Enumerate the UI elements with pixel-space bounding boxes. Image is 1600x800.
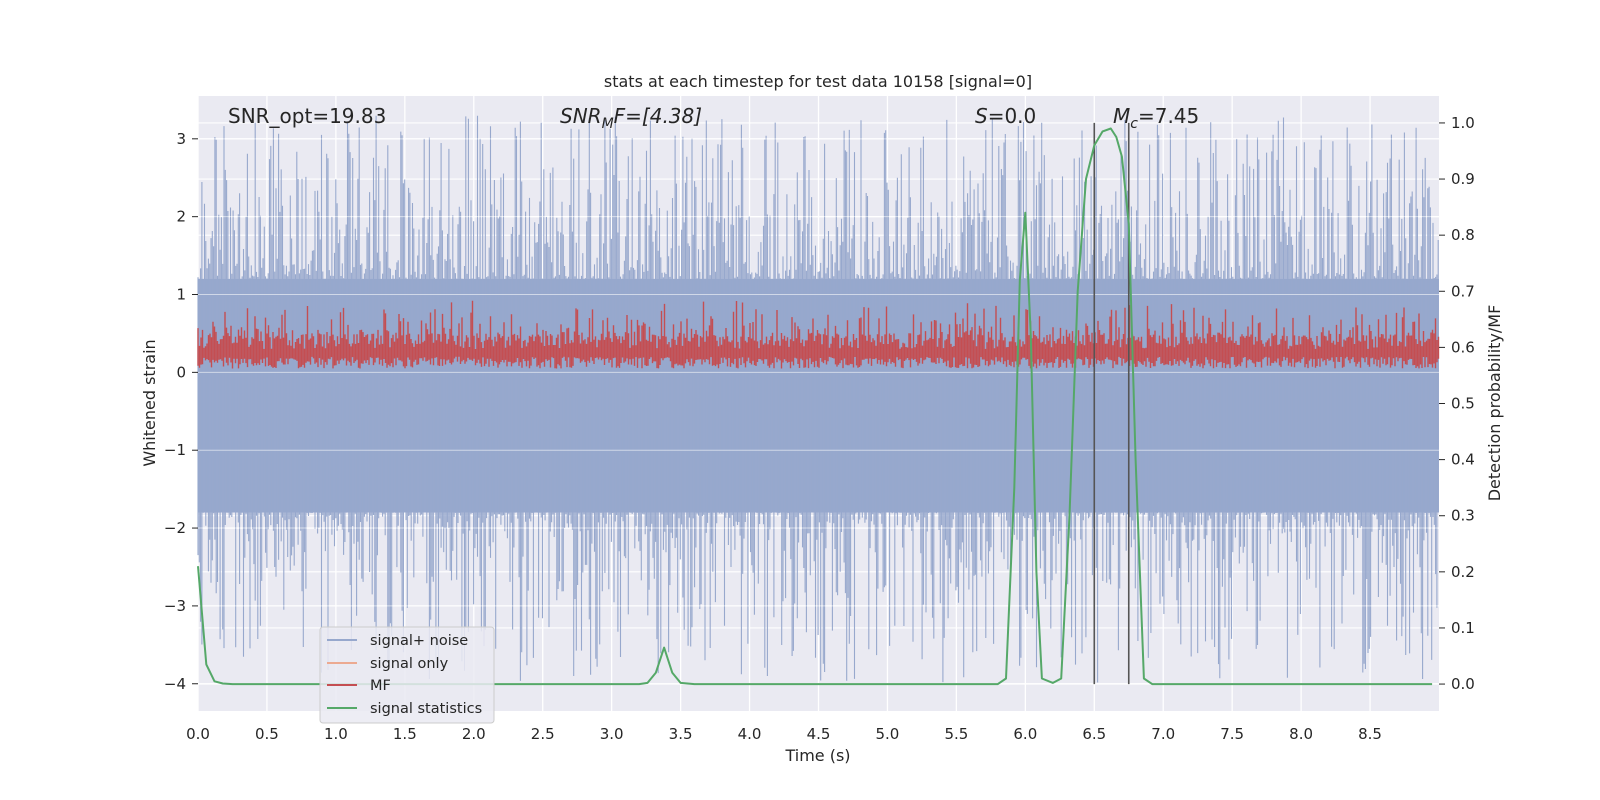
x-tick-label-8: 4.0: [738, 725, 762, 743]
x-tick-label-0: 0.0: [186, 725, 210, 743]
snr-mf-main: SNR: [560, 104, 602, 128]
legend-label-signal-only: signal only: [370, 656, 449, 672]
right-tick-label-7: 0.3: [1451, 507, 1475, 525]
snr-opt-annotation: SNR_opt=19.83: [228, 104, 386, 128]
right-tick-label-9: 0.1: [1451, 619, 1475, 637]
legend-label-signal-statistics: signal statistics: [370, 701, 482, 717]
x-tick-label-12: 6.0: [1013, 725, 1037, 743]
right-tick-label-5: 0.5: [1451, 395, 1475, 413]
right-axis-ticks: 1.0 0.9 0.8 0.7 0.6 0.5 0.4 0.3 0.2 0.1 0.0: [1439, 114, 1475, 693]
s-annotation: S=0.0: [975, 104, 1036, 128]
snr-mf-sub: M: [602, 116, 614, 132]
x-tick-label-5: 2.5: [531, 725, 555, 743]
s-main: S: [975, 104, 988, 128]
right-tick-label-2: 0.8: [1451, 226, 1475, 244]
y-tick-label-0: 3: [176, 130, 186, 148]
plot-area: [197, 115, 1440, 686]
x-tick-label-11: 5.5: [944, 725, 968, 743]
y-tick-label-4: −1: [164, 441, 186, 459]
x-axis-ticks: 0.0 0.5 1.0 1.5 2.0 2.5 3.0 3.5 4.0 4.5 5.0 5.5 6.0 6…: [186, 725, 1382, 743]
x-tick-label-17: 8.5: [1358, 725, 1382, 743]
y-tick-label-6: −3: [164, 597, 186, 615]
legend: signal+ noise signal only MF signal stat…: [319, 626, 495, 724]
right-tick-label-8: 0.2: [1451, 563, 1475, 581]
chart-title: stats at each timestep for test data 101…: [604, 72, 1032, 91]
x-tick-label-7: 3.5: [669, 725, 693, 743]
y-axis-ticks: 3 2 1 0 −1 −2 −3 −4: [164, 130, 198, 693]
right-axis-label: Detection probability/MF: [1485, 305, 1504, 502]
mc-rest: =7.45: [1138, 104, 1199, 128]
right-tick-label-10: 0.0: [1451, 675, 1475, 693]
x-tick-label-3: 1.5: [393, 725, 417, 743]
right-tick-label-6: 0.4: [1451, 451, 1475, 469]
y-tick-label-1: 2: [176, 208, 186, 226]
snr-mf-rest: F=[4.38]: [614, 104, 702, 128]
s-rest: =0.0: [988, 104, 1037, 128]
mc-main: M: [1113, 104, 1130, 128]
legend-box: [319, 626, 495, 724]
x-tick-label-1: 0.5: [255, 725, 279, 743]
mc-sub: c: [1130, 116, 1138, 132]
mc-annotation: Mc=7.45: [1113, 104, 1199, 132]
right-tick-label-3: 0.7: [1451, 282, 1475, 300]
y-axis-label: Whitened strain: [140, 339, 159, 466]
y-tick-label-7: −4: [164, 675, 186, 693]
x-axis-label: Time (s): [784, 746, 850, 765]
x-tick-label-16: 8.0: [1289, 725, 1313, 743]
x-tick-label-13: 6.5: [1082, 725, 1106, 743]
snr-mf-annotation: SNRMF=[4.38]: [560, 104, 702, 132]
x-tick-label-15: 7.5: [1220, 725, 1244, 743]
legend-label-mf: MF: [370, 678, 391, 694]
x-tick-label-6: 3.0: [600, 725, 624, 743]
right-tick-label-4: 0.6: [1451, 338, 1475, 356]
y-tick-label-3: 0: [176, 363, 186, 381]
legend-label-signal-noise: signal+ noise: [370, 633, 468, 649]
x-tick-label-10: 5.0: [876, 725, 900, 743]
x-tick-label-14: 7.0: [1151, 725, 1175, 743]
y-tick-label-5: −2: [164, 519, 186, 537]
right-tick-label-0: 1.0: [1451, 114, 1475, 132]
y-tick-label-2: 1: [176, 286, 186, 304]
x-tick-label-2: 1.0: [324, 725, 348, 743]
x-tick-label-9: 4.5: [807, 725, 831, 743]
right-tick-label-1: 0.9: [1451, 170, 1475, 188]
mf-line: [197, 300, 1440, 369]
x-tick-label-4: 2.0: [462, 725, 486, 743]
